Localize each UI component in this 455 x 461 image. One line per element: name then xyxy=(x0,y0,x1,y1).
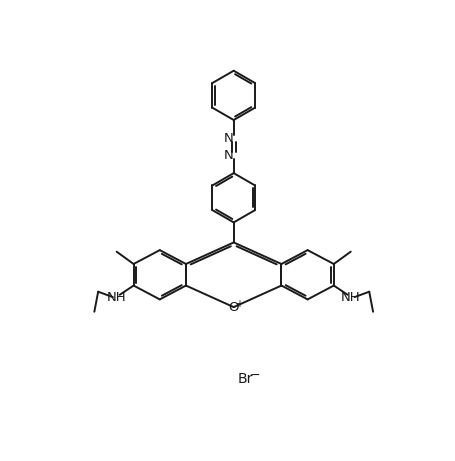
Text: N: N xyxy=(223,149,233,162)
Text: Br: Br xyxy=(237,372,253,386)
Text: O: O xyxy=(228,301,238,313)
Text: −: − xyxy=(249,369,260,382)
Text: NH: NH xyxy=(106,291,126,304)
Text: N: N xyxy=(223,132,233,145)
Text: NH: NH xyxy=(340,291,360,304)
Text: +: + xyxy=(235,299,243,309)
